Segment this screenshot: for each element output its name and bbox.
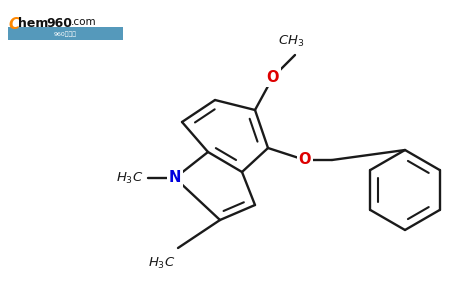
Text: N: N [169, 171, 181, 185]
Text: 960化工网: 960化工网 [54, 31, 76, 37]
Text: $CH_3$: $CH_3$ [278, 34, 304, 49]
Text: hem: hem [18, 17, 48, 30]
Text: $H_3C$: $H_3C$ [116, 171, 143, 185]
Text: O: O [267, 69, 279, 84]
Text: $H_3C$: $H_3C$ [147, 256, 175, 271]
FancyBboxPatch shape [8, 27, 123, 40]
Text: O: O [299, 152, 311, 168]
Text: .com: .com [71, 17, 97, 27]
Text: C: C [8, 17, 19, 32]
Text: 960: 960 [46, 17, 72, 30]
